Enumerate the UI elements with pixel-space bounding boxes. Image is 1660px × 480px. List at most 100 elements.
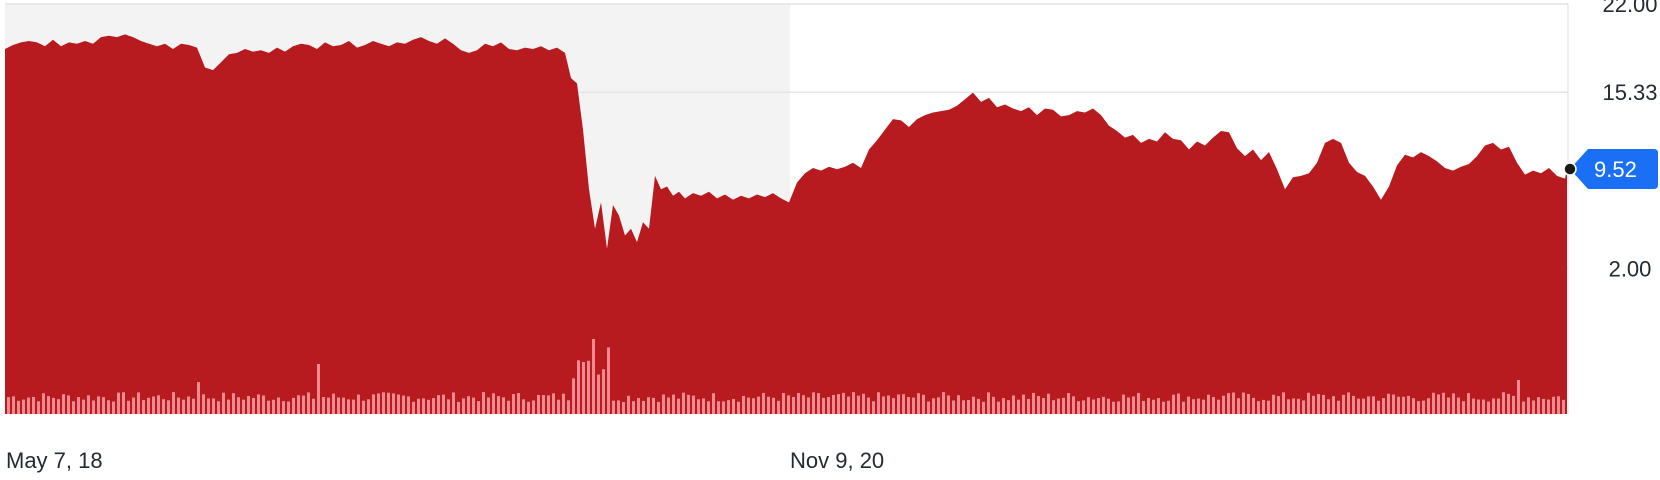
volume-bar	[17, 400, 20, 414]
volume-bar	[1357, 398, 1360, 414]
volume-bar	[1232, 392, 1235, 414]
volume-bar	[1307, 392, 1310, 414]
volume-bar	[662, 394, 665, 414]
volume-bar	[12, 396, 15, 414]
volume-bar	[1452, 393, 1455, 414]
volume-bar	[262, 395, 265, 414]
volume-bar	[1032, 392, 1035, 414]
volume-bar	[1137, 392, 1140, 414]
volume-bar	[37, 401, 40, 414]
volume-bar	[97, 396, 100, 414]
volume-bar	[812, 392, 815, 414]
volume-bar	[802, 395, 805, 414]
volume-bar	[1432, 392, 1435, 414]
volume-bar	[912, 397, 915, 414]
volume-bar	[632, 401, 635, 414]
volume-bar	[212, 398, 215, 414]
volume-bar	[807, 397, 810, 414]
volume-bar	[172, 392, 175, 414]
volume-bar	[482, 392, 485, 414]
volume-bar	[52, 397, 55, 414]
volume-bar	[7, 397, 10, 414]
volume-bar	[567, 400, 570, 414]
volume-bar	[1447, 397, 1450, 414]
volume-bar	[1542, 398, 1545, 414]
volume-bar	[202, 394, 205, 414]
volume-bar	[1382, 398, 1385, 414]
y-tick-label: 2.00	[1609, 257, 1652, 282]
volume-bar	[487, 397, 490, 414]
volume-bar	[952, 400, 955, 414]
volume-bar	[337, 397, 340, 414]
volume-bar	[627, 395, 630, 414]
volume-bar	[737, 401, 740, 414]
volume-bar	[1177, 393, 1180, 414]
volume-bar	[1117, 401, 1120, 414]
volume-bar	[1337, 400, 1340, 414]
volume-bar	[397, 394, 400, 414]
volume-bar	[502, 397, 505, 414]
volume-bar	[537, 394, 540, 414]
volume-bar	[1062, 397, 1065, 414]
volume-bar	[312, 398, 315, 414]
volume-bar	[647, 397, 650, 414]
volume-bar	[937, 397, 940, 414]
volume-bar	[1207, 394, 1210, 414]
x-tick-label: Nov 9, 20	[790, 448, 884, 473]
volume-bars	[7, 339, 1565, 414]
volume-bar	[842, 392, 845, 414]
volume-bar	[477, 401, 480, 414]
volume-bar	[92, 400, 95, 414]
volume-bar	[552, 393, 555, 414]
volume-bar	[1372, 396, 1375, 414]
volume-bar	[682, 392, 685, 414]
volume-bar	[722, 401, 725, 414]
volume-bar	[187, 396, 190, 414]
volume-bar	[497, 396, 500, 414]
volume-bar	[1047, 393, 1050, 414]
volume-bar	[922, 394, 925, 414]
volume-bar	[142, 400, 145, 414]
volume-bar	[47, 396, 50, 414]
volume-bar	[1562, 399, 1565, 414]
volume-bar	[1532, 400, 1535, 414]
volume-bar	[457, 401, 460, 414]
volume-bar	[1302, 400, 1305, 414]
volume-bar	[237, 397, 240, 414]
volume-bar	[1242, 392, 1245, 414]
volume-bar	[127, 400, 130, 414]
volume-bar	[177, 397, 180, 414]
volume-bar	[77, 397, 80, 414]
volume-bar	[412, 401, 415, 414]
volume-bar	[1037, 396, 1040, 414]
volume-bar	[1522, 401, 1525, 414]
volume-bar	[1467, 393, 1470, 414]
volume-bar	[1142, 400, 1145, 414]
volume-bar	[1067, 393, 1070, 414]
volume-bar	[932, 398, 935, 414]
volume-bar	[72, 401, 75, 414]
volume-bar	[492, 393, 495, 414]
volume-bar	[897, 394, 900, 414]
volume-bar	[522, 399, 525, 414]
current-price-badge	[1570, 149, 1658, 190]
volume-bar	[597, 374, 600, 414]
volume-bar	[1297, 398, 1300, 414]
volume-bar	[327, 397, 330, 414]
volume-bar	[1322, 394, 1325, 414]
volume-bar	[652, 397, 655, 414]
volume-bar	[677, 398, 680, 414]
volume-bar	[152, 396, 155, 414]
volume-bar	[307, 392, 310, 414]
volume-bar	[512, 394, 515, 414]
volume-bar	[942, 392, 945, 414]
volume-bar	[587, 360, 590, 414]
volume-bar	[837, 394, 840, 414]
current-price-marker[interactable]: 9.52	[1563, 149, 1658, 190]
volume-bar	[832, 394, 835, 414]
volume-bar	[762, 392, 765, 414]
volume-bar	[982, 401, 985, 414]
volume-bar	[1132, 396, 1135, 414]
volume-bar	[447, 399, 450, 414]
